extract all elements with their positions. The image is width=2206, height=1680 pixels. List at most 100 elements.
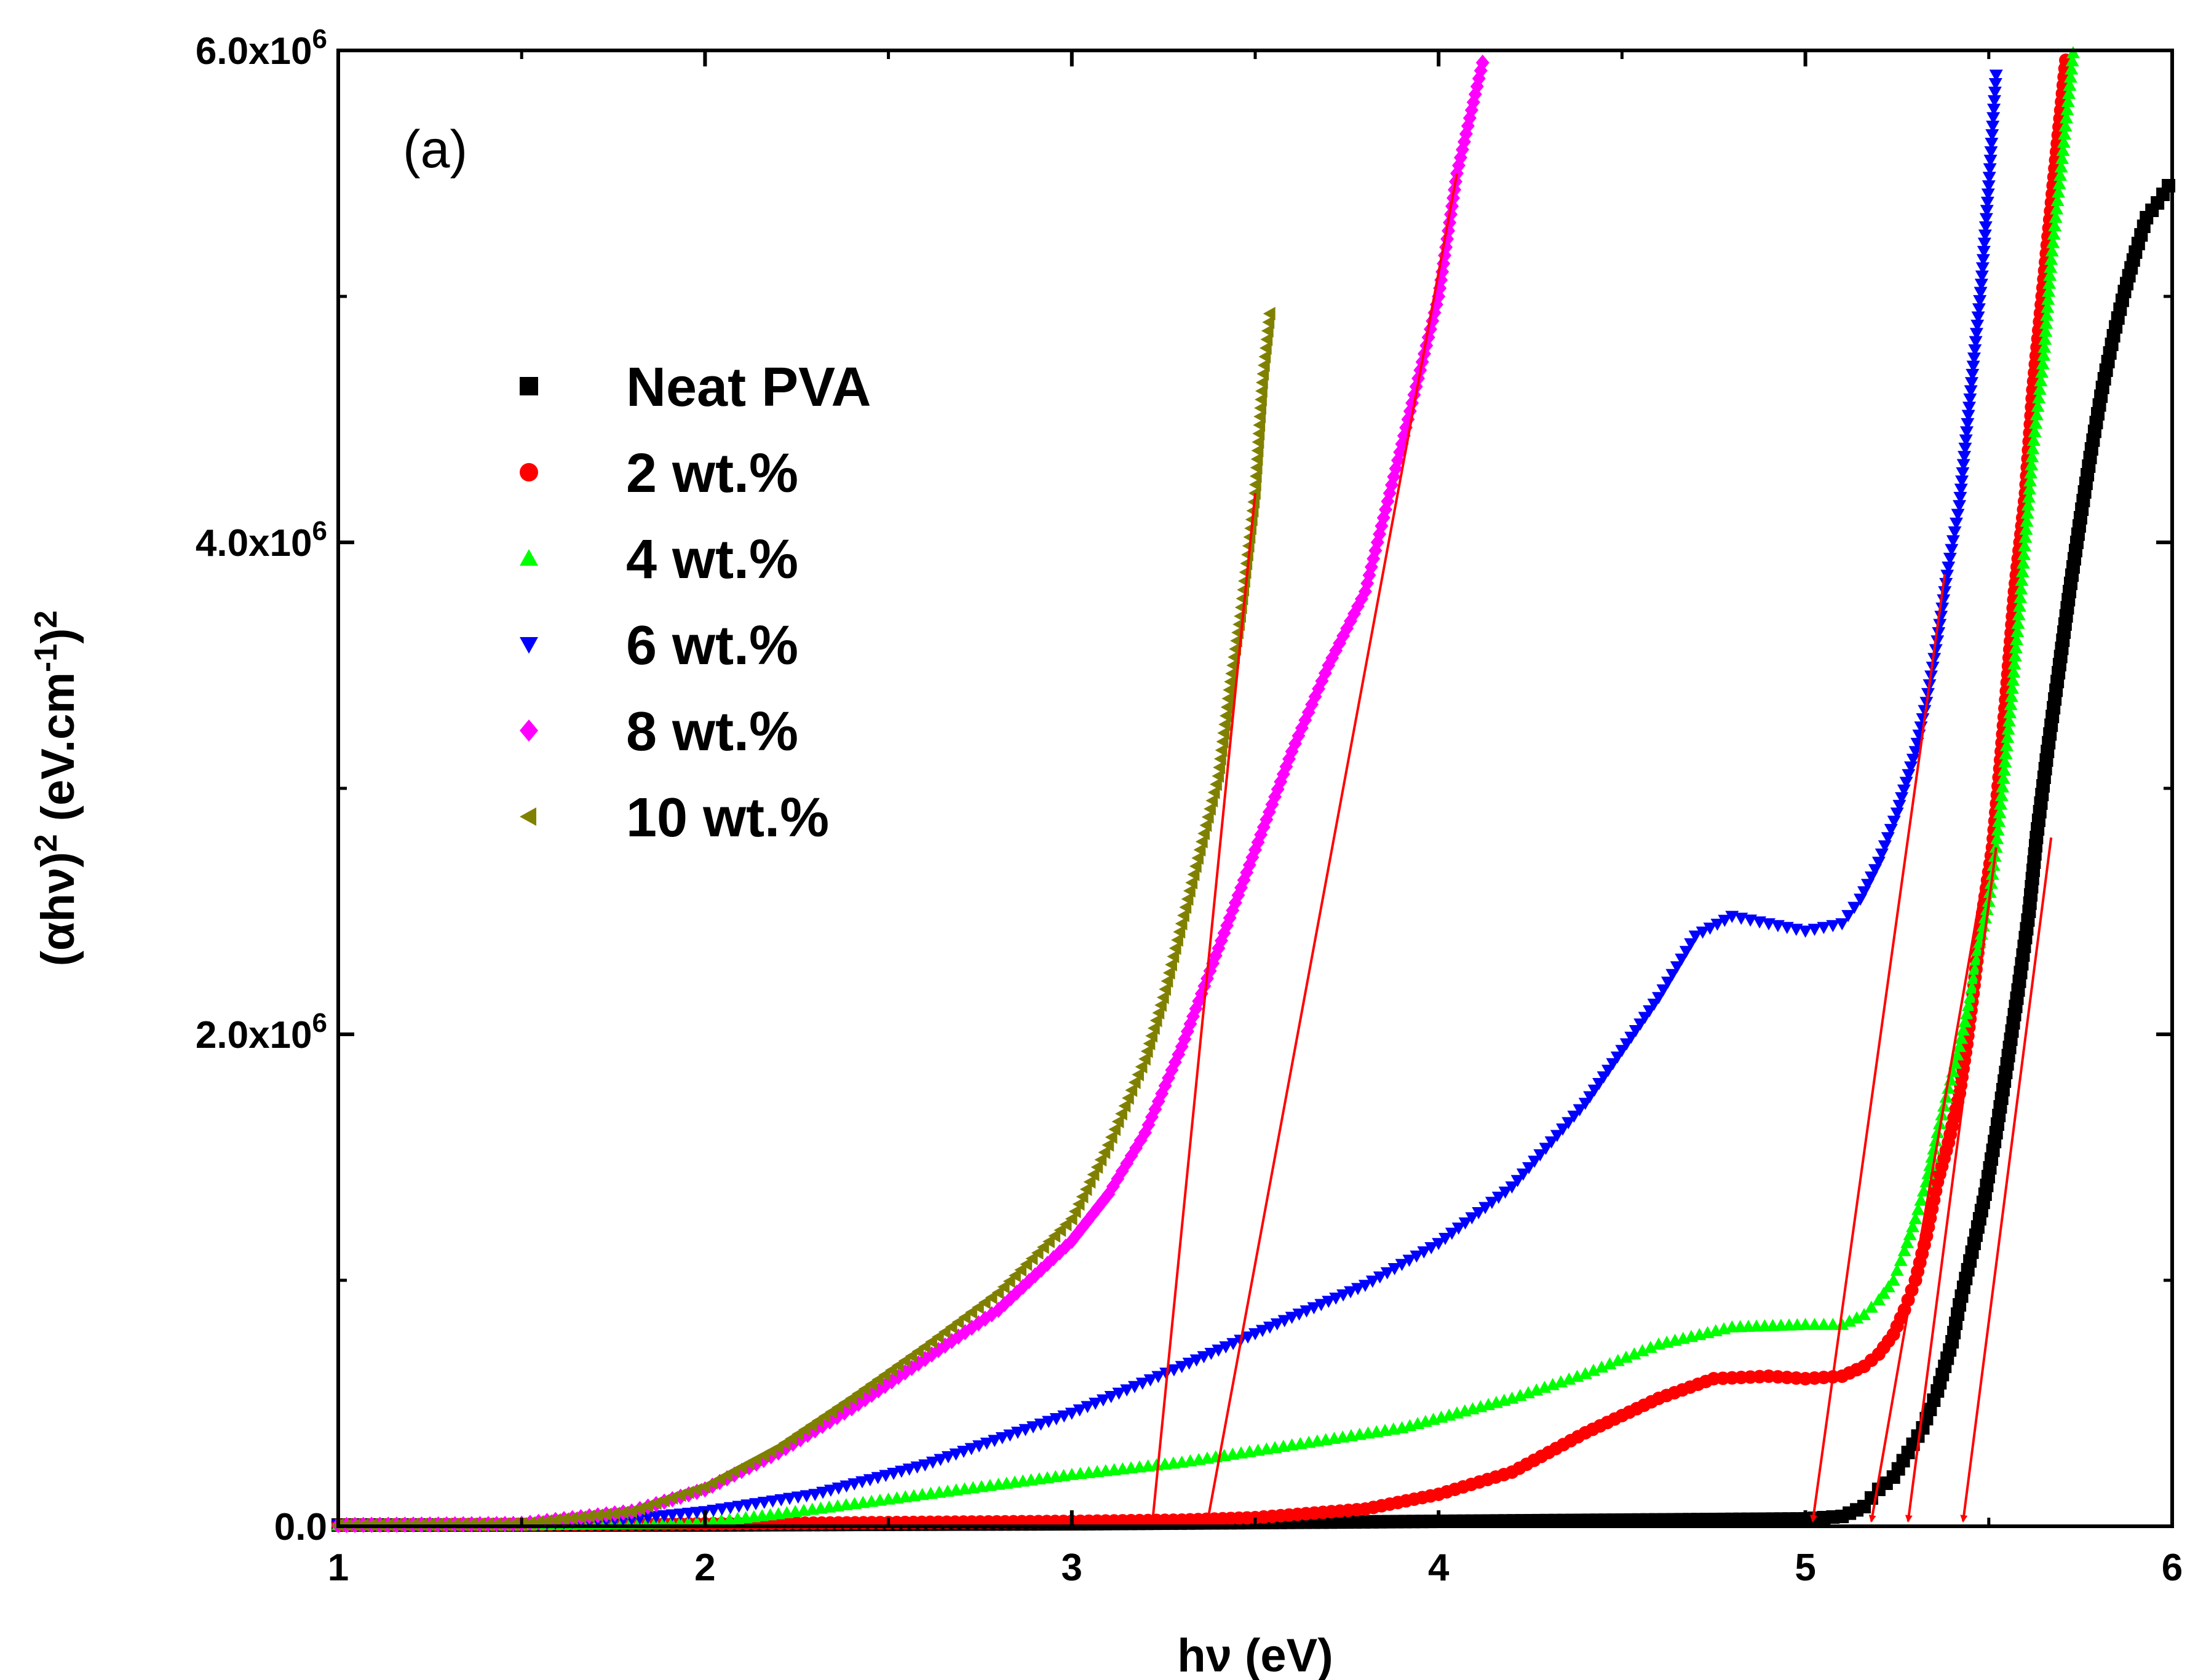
data-point	[1249, 469, 1262, 483]
data-point	[1204, 1347, 1218, 1360]
data-point	[1968, 962, 1982, 975]
data-point	[1817, 922, 1831, 934]
data-point	[1177, 908, 1189, 922]
data-point	[1954, 483, 1968, 496]
data-point	[965, 1306, 977, 1319]
data-point	[1472, 1207, 1486, 1219]
data-point	[2015, 574, 2029, 586]
data-point	[1373, 1271, 1387, 1284]
data-point	[1081, 1213, 1095, 1229]
data-point	[1295, 719, 1309, 737]
tangent-arrow	[1205, 173, 1458, 1523]
data-point	[1259, 341, 1272, 355]
data-point	[665, 1509, 680, 1522]
data-point	[2041, 301, 2055, 313]
data-point	[1445, 1227, 1459, 1240]
data-point	[732, 1500, 746, 1513]
data-point	[2042, 285, 2056, 297]
data-point	[1904, 761, 1918, 774]
data-point	[1850, 1311, 1864, 1324]
data-point	[1942, 561, 1956, 574]
data-point	[1969, 336, 1983, 349]
data-point	[1201, 810, 1214, 824]
data-point	[1635, 1344, 1649, 1357]
data-point	[1871, 1293, 1886, 1306]
data-point	[1906, 1220, 1920, 1232]
data-point	[1228, 650, 1240, 664]
x-tick-label: 6	[2162, 1547, 2183, 1589]
data-point	[1360, 575, 1375, 592]
data-point	[1978, 911, 1992, 924]
data-point	[1761, 918, 1776, 930]
data-point	[2004, 698, 2018, 710]
data-point	[1826, 1318, 1840, 1330]
data-point	[1262, 315, 1275, 329]
data-point	[816, 1486, 830, 1499]
data-point	[665, 1491, 678, 1505]
x-axis-title: hν (eV)	[1177, 1630, 1333, 1680]
data-point	[1365, 1275, 1379, 1288]
data-point	[1108, 1122, 1121, 1136]
legend-label: 2 wt.%	[626, 443, 798, 504]
data-point	[1603, 1357, 1617, 1369]
data-point	[1961, 999, 1975, 1012]
data-point	[910, 1461, 924, 1474]
data-point	[1956, 459, 1970, 472]
data-point	[1083, 1175, 1096, 1189]
y-tick-label: 6.0x106	[196, 24, 327, 73]
data-point	[1996, 780, 2010, 793]
data-point	[1171, 933, 1183, 947]
y-tick-label: 0.0	[274, 1506, 327, 1548]
data-point	[991, 1301, 1006, 1318]
data-point	[657, 1510, 672, 1523]
data-point	[1958, 1015, 1972, 1028]
data-point	[1890, 1264, 1904, 1276]
data-point	[1410, 1250, 1424, 1263]
data-point	[1205, 794, 1218, 807]
data-point	[964, 1443, 978, 1456]
data-point	[1960, 426, 1974, 438]
data-point	[2057, 135, 2071, 148]
data-point	[1121, 1091, 1134, 1105]
data-point	[1115, 1107, 1127, 1121]
data-point	[926, 1456, 940, 1469]
data-point	[2052, 177, 2066, 189]
data-point	[1260, 333, 1273, 346]
series-2	[331, 46, 2080, 1531]
data-point	[2028, 425, 2042, 438]
data-point	[839, 1480, 854, 1493]
data-point	[1807, 1318, 1822, 1330]
data-point	[871, 1472, 885, 1484]
data-point	[1974, 279, 1988, 291]
data-point	[991, 1286, 1004, 1299]
tangent-arrow	[1905, 847, 1998, 1523]
y-tick-label: 2.0x106	[196, 1008, 327, 1056]
data-point	[1986, 112, 2001, 125]
data-point	[1217, 925, 1231, 941]
data-point	[918, 1340, 931, 1353]
data-point	[1161, 974, 1173, 988]
data-point	[2026, 442, 2040, 454]
data-point	[1253, 410, 1266, 424]
data-point	[1959, 434, 1973, 447]
data-point	[1985, 137, 1999, 150]
legend-label: Neat PVA	[626, 357, 871, 418]
data-point	[2047, 228, 2061, 240]
data-point	[1982, 172, 1996, 184]
data-point	[2049, 210, 2063, 223]
data-point	[1270, 1318, 1284, 1331]
data-point	[1020, 1257, 1033, 1271]
data-point	[1908, 746, 1922, 758]
y-tick-mantissa: 6.0x10	[196, 30, 312, 73]
data-point	[855, 1476, 869, 1489]
data-point	[1656, 984, 1670, 997]
data-point	[1231, 887, 1245, 904]
data-point	[1897, 1244, 1911, 1256]
data-point	[1556, 1123, 1570, 1136]
data-point	[1182, 1357, 1196, 1370]
data-point	[1094, 1153, 1107, 1167]
data-point	[951, 1315, 964, 1329]
y-tick-mantissa: 4.0x10	[196, 522, 312, 565]
data-point	[1857, 1308, 1871, 1320]
data-point	[1932, 627, 1946, 640]
